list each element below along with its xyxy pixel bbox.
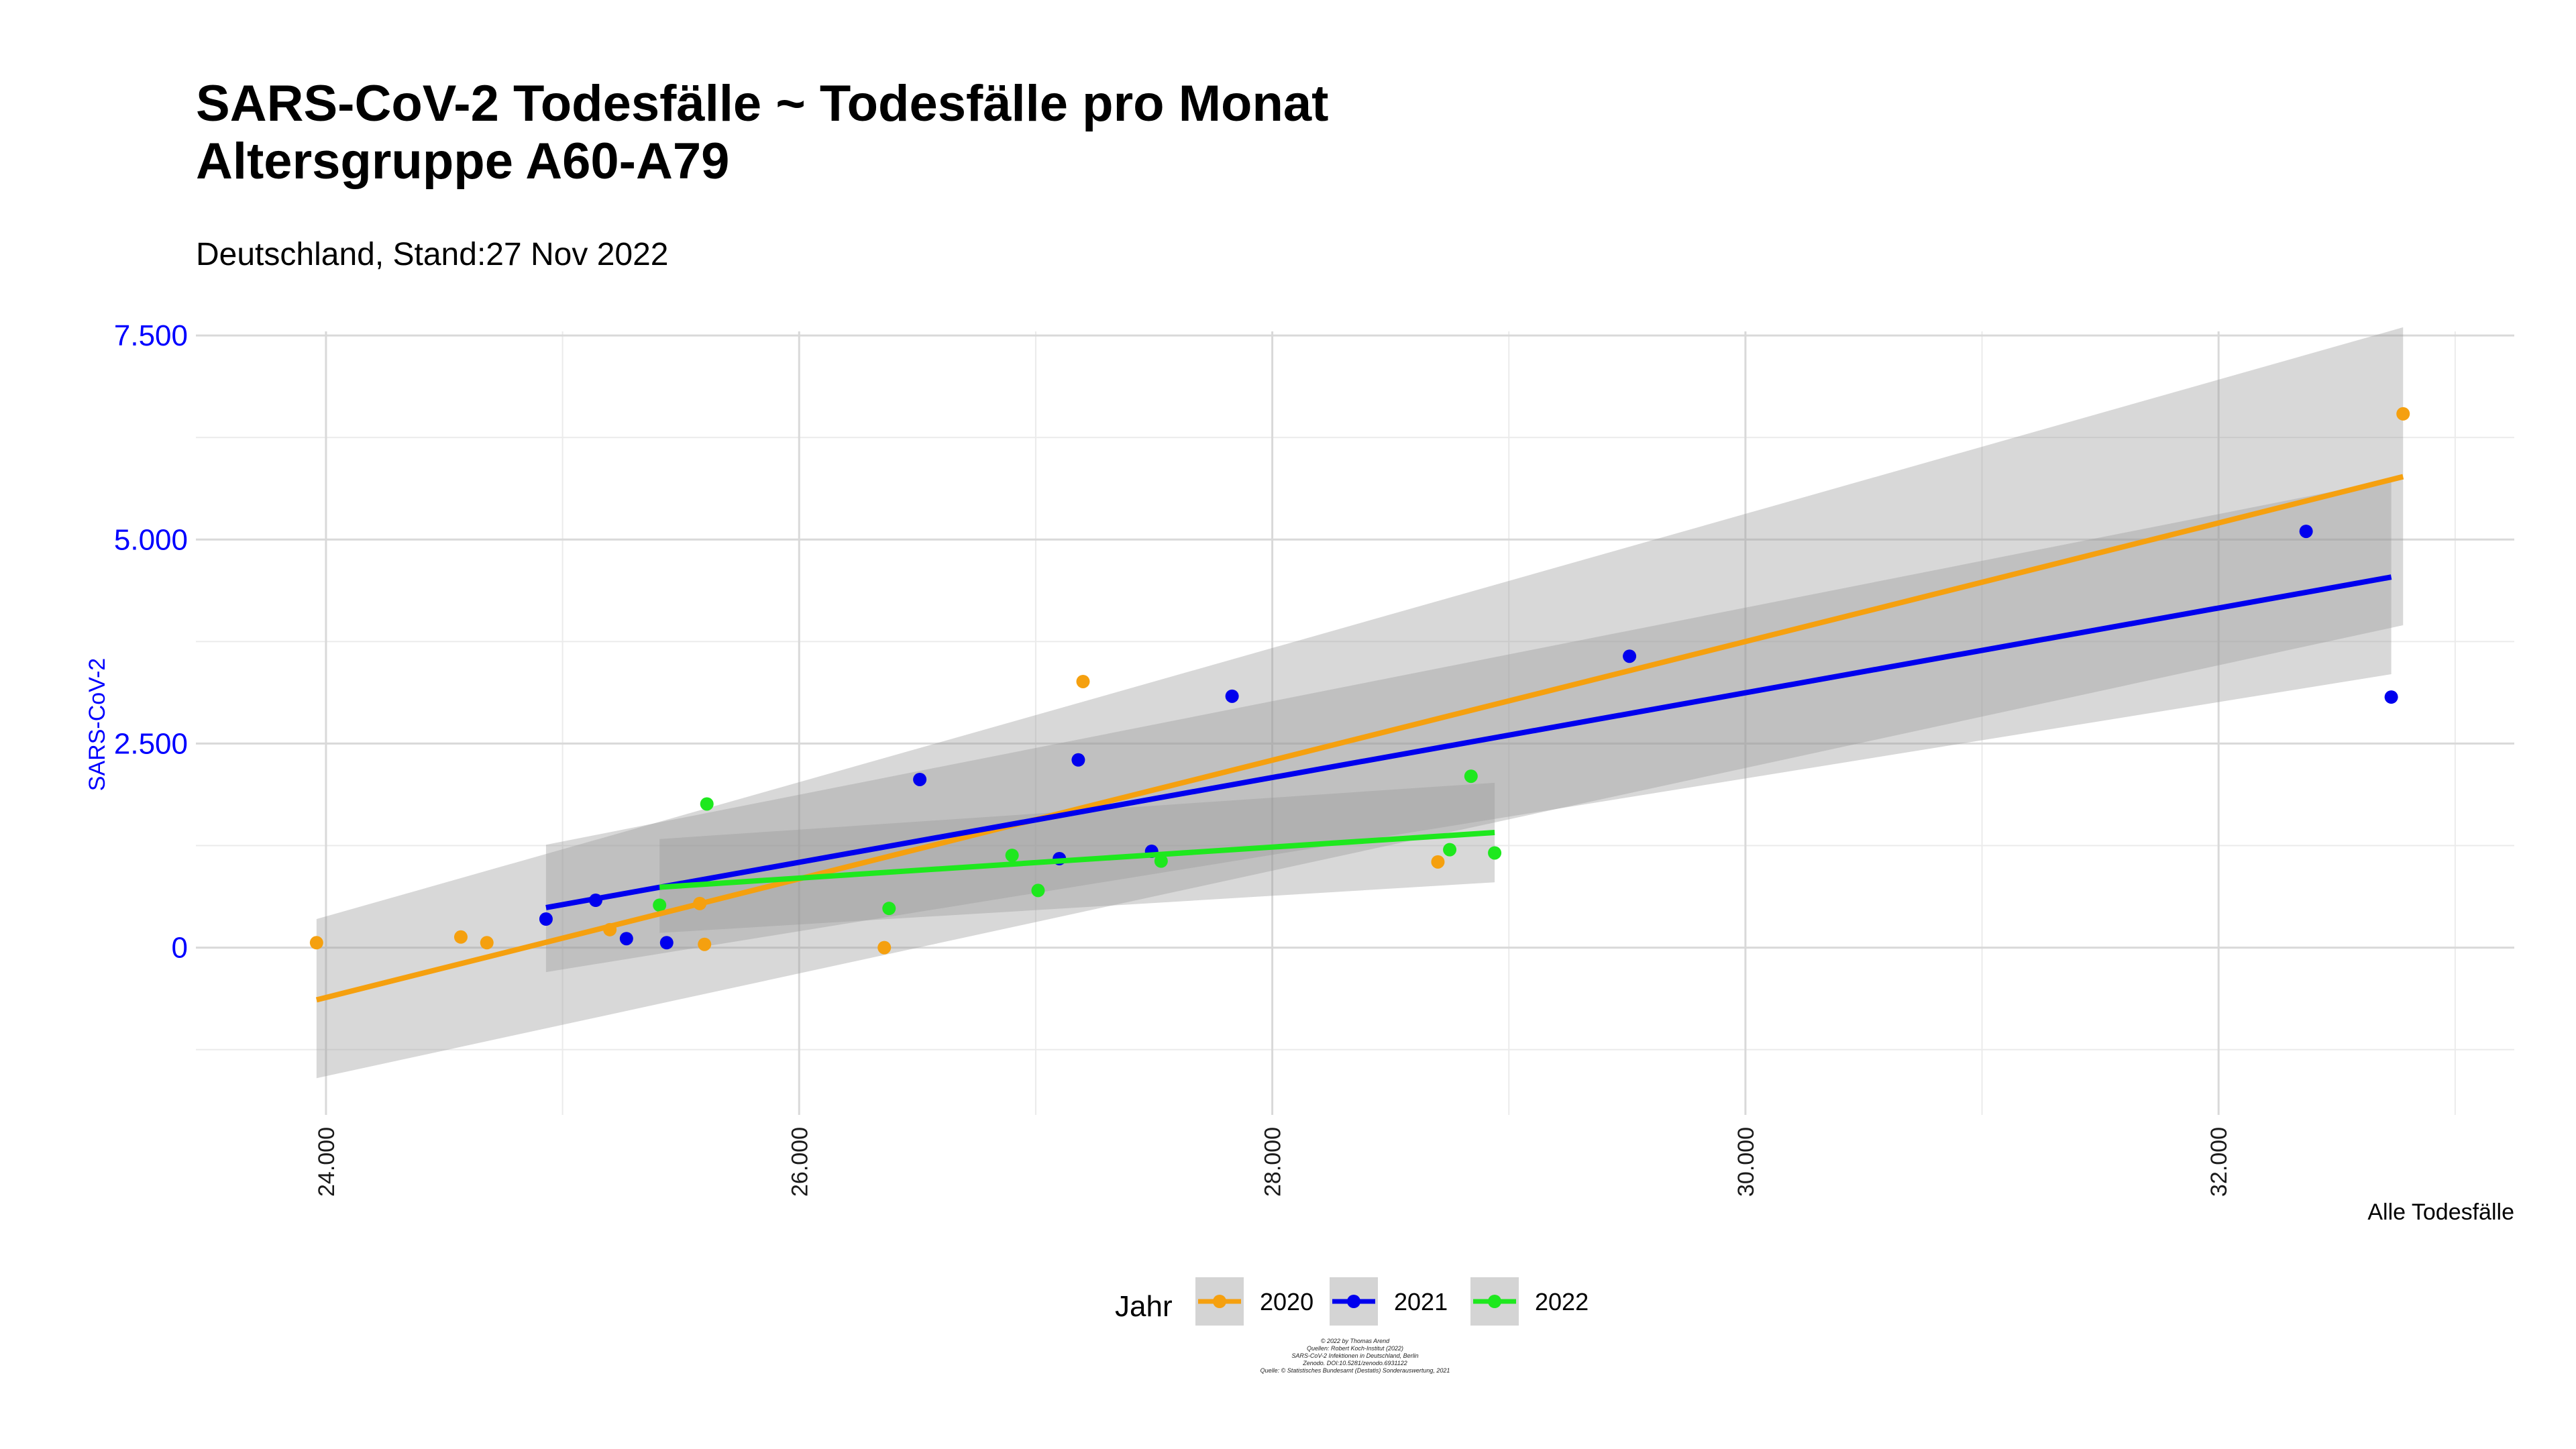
data-point-2022 <box>700 797 714 811</box>
data-point-2020 <box>480 936 494 950</box>
data-point-2020 <box>1431 855 1445 869</box>
title-line-1: SARS-CoV-2 Todesfälle ~ Todesfälle pro M… <box>196 75 1329 132</box>
credit-line: Quelle: © Statistisches Bundesamt (Desta… <box>1260 1367 1450 1374</box>
x-tick-label: 26.000 <box>787 1127 812 1197</box>
data-point-2021 <box>539 912 553 926</box>
confidence-bands <box>316 327 2404 1079</box>
legend-key-point <box>1213 1295 1226 1308</box>
legend-item-2021: 2021 <box>1330 1277 1448 1326</box>
data-point-2022 <box>1488 846 1502 860</box>
legend-label: 2020 <box>1260 1288 1313 1316</box>
title-line-2: Altersgruppe A60-A79 <box>196 133 730 190</box>
x-axis-label: Alle Todesfälle <box>2367 1199 2514 1225</box>
data-point-2021 <box>659 936 674 950</box>
data-point-2022 <box>1005 849 1019 863</box>
data-point-2020 <box>2396 407 2410 421</box>
y-tick-label: 5.000 <box>114 523 188 556</box>
data-point-2020 <box>698 937 712 951</box>
confidence-band-2020 <box>316 327 2404 1079</box>
chart-title: SARS-CoV-2 Todesfälle ~ Todesfälle pro M… <box>196 75 1328 191</box>
y-axis-label: SARS-CoV-2 <box>85 658 110 791</box>
x-tick-label: 32.000 <box>2206 1127 2232 1197</box>
data-point-2020 <box>1076 674 1090 688</box>
data-point-2020 <box>309 936 323 950</box>
legend: Jahr 2020 2021 2022 <box>1115 1277 1589 1326</box>
credit-line: Zenodo. DOI:10.5281/zenodo.6931122 <box>1303 1360 1407 1366</box>
data-point-2022 <box>1031 883 1045 898</box>
data-point-2022 <box>1443 843 1457 857</box>
data-point-2021 <box>619 932 633 946</box>
trend-line-2020 <box>315 474 2404 1003</box>
y-axis-ticks: 0 2.500 5.000 7.500 <box>114 319 188 965</box>
data-point-2020 <box>453 930 468 944</box>
data-point-2022 <box>653 898 667 912</box>
data-point-2021 <box>913 772 927 786</box>
y-tick-label: 7.500 <box>114 319 188 352</box>
legend-key-point <box>1488 1295 1501 1308</box>
data-point-2021 <box>1071 753 1085 767</box>
data-point-2022 <box>1464 769 1478 784</box>
data-point-2021 <box>2299 525 2313 539</box>
credit-line: Quellen: Robert Koch-Institut (2022) <box>1306 1345 1404 1352</box>
data-point-2021 <box>1623 649 1637 663</box>
legend-key-point <box>1347 1295 1360 1308</box>
x-tick-label: 24.000 <box>314 1127 339 1197</box>
confidence-band-2021 <box>545 480 2392 973</box>
x-tick-label: 28.000 <box>1260 1127 1286 1197</box>
data-point-2022 <box>1154 854 1168 868</box>
legend-item-2022: 2022 <box>1470 1277 1589 1326</box>
y-tick-label: 2.500 <box>114 727 188 760</box>
data-point-2021 <box>1225 689 1239 703</box>
legend-label: 2022 <box>1535 1288 1589 1316</box>
grid-layer <box>196 331 2514 1115</box>
trend-line-2021 <box>545 574 2392 910</box>
data-point-2020 <box>877 941 892 955</box>
x-tick-label: 30.000 <box>1733 1127 1759 1197</box>
y-tick-label: 0 <box>172 932 188 965</box>
x-axis-ticks: 24.000 26.000 28.000 30.000 32.000 <box>314 1127 2232 1197</box>
credit-line: © 2022 by Thomas Arend <box>1320 1338 1390 1344</box>
legend-label: 2021 <box>1394 1288 1448 1316</box>
chart-subtitle: Deutschland, Stand:27 Nov 2022 <box>196 237 669 272</box>
credit-line: SARS-CoV-2 Infektionen in Deutschland, B… <box>1291 1352 1419 1359</box>
legend-title: Jahr <box>1115 1290 1173 1323</box>
data-point-2021 <box>2384 690 2398 704</box>
legend-item-2020: 2020 <box>1195 1277 1313 1326</box>
regression-lines <box>315 474 2404 1003</box>
credits: © 2022 by Thomas Arend Quellen: Robert K… <box>1140 1338 1570 1375</box>
trend-line-2022 <box>659 830 1495 890</box>
data-point-2022 <box>882 902 896 916</box>
